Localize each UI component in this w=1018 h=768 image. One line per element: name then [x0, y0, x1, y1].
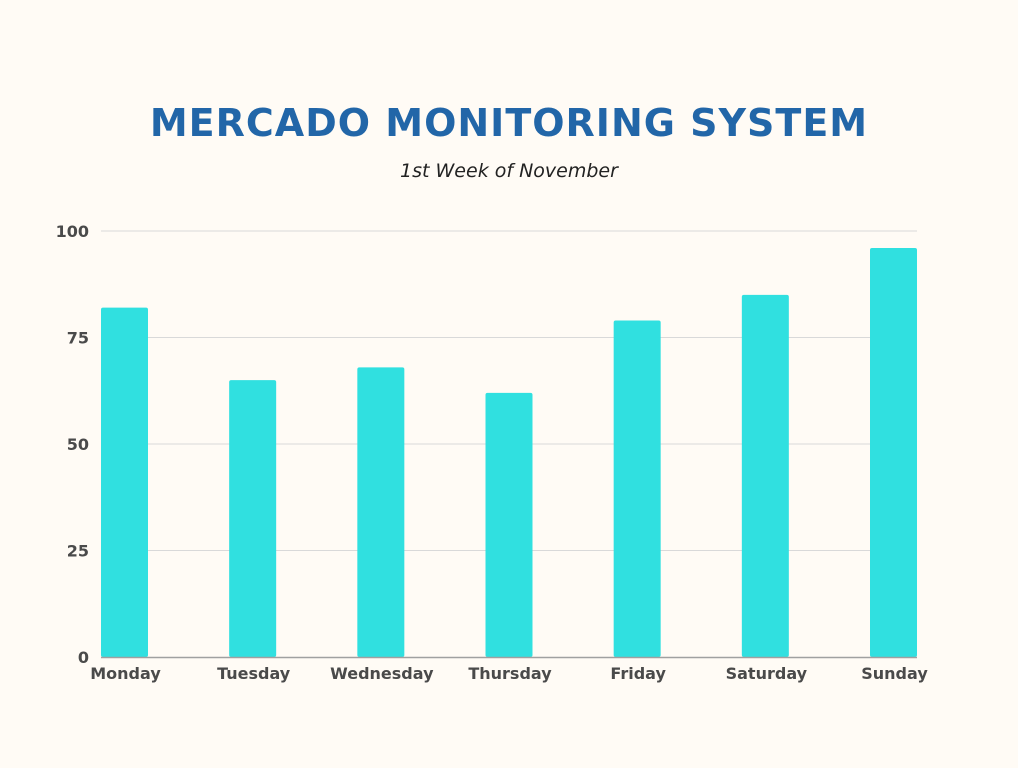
chart-title: MERCADO MONITORING SYSTEM [149, 101, 869, 145]
bar-tuesday [229, 380, 277, 657]
y-tick-label: 75 [67, 329, 89, 348]
x-tick-label: Tuesday [217, 664, 291, 683]
bars [101, 248, 917, 658]
bar-saturday [741, 294, 789, 657]
bar-friday [613, 320, 661, 657]
bar-wednesday [357, 367, 405, 657]
bar-monday [101, 307, 148, 657]
y-tick-label: 0 [78, 648, 89, 667]
x-tick-label: Monday [90, 664, 161, 683]
x-tick-label: Friday [610, 664, 666, 683]
chart-subtitle: 1st Week of November [400, 160, 618, 182]
x-tick-labels: Monday Tuesday Wednesday Thursday Friday Satu… [90, 664, 928, 683]
bar-thursday [485, 392, 533, 657]
x-tick-label: Wednesday [330, 664, 434, 683]
y-tick-label: 100 [56, 222, 89, 241]
x-tick-label: Saturday [726, 664, 808, 683]
bar-sunday [870, 248, 917, 658]
y-tick-labels: 0 25 50 75 100 [56, 222, 89, 667]
y-tick-label: 50 [67, 435, 89, 454]
y-tick-label: 25 [67, 542, 89, 561]
x-tick-label: Thursday [468, 664, 552, 683]
x-tick-label: Sunday [861, 664, 928, 683]
